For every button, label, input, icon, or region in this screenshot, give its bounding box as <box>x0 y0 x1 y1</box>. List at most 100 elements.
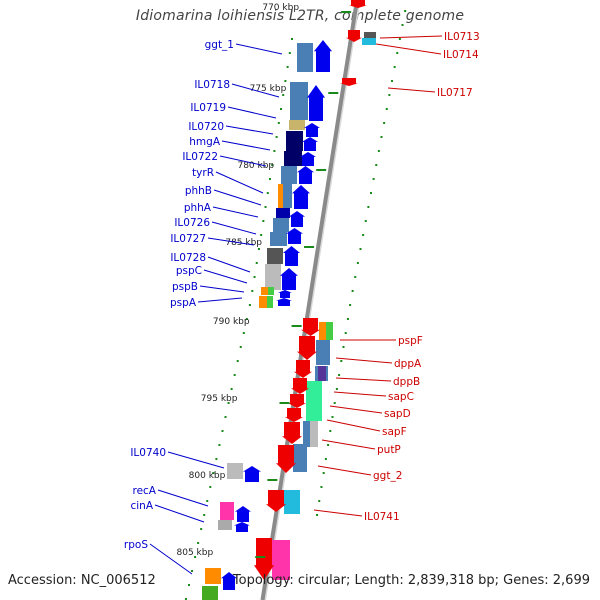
kbp-tick-label: 800 kbp <box>189 471 226 481</box>
minus-feature-block <box>362 38 376 45</box>
minus-feature-block <box>306 381 322 421</box>
dot-right <box>329 430 332 432</box>
dot-left <box>279 108 282 110</box>
plus-feature-block <box>283 184 292 208</box>
dot-left <box>233 374 236 376</box>
gene-label-il0722: IL0722 <box>182 151 218 163</box>
gene-label-reca: recA <box>132 485 156 497</box>
kbp-tick-label: 805 kbp <box>177 548 214 558</box>
tick-dot-arcs <box>184 10 407 600</box>
dot-right <box>344 332 347 334</box>
right-label-leader <box>321 439 376 450</box>
right-gene-labels: IL0713 IL0714 IL0717 pspF dppA dppB sapC sapD sa… <box>313 31 480 523</box>
gene-label-il0740: IL0740 <box>130 447 166 459</box>
minus-strand-arrow <box>266 490 286 512</box>
gene-label-il0726: IL0726 <box>174 217 210 229</box>
dot-right <box>372 178 375 180</box>
dot-left <box>262 220 265 222</box>
left-label-leader <box>199 285 245 293</box>
plus-strand-arrow <box>286 228 303 244</box>
dot-left <box>224 416 227 418</box>
left-label-leader <box>227 106 277 119</box>
dot-right <box>362 234 365 236</box>
dot-right <box>383 122 386 124</box>
plus-feature-block <box>290 82 308 120</box>
kbp-tick-label: 795 kbp <box>201 394 238 404</box>
minus-feature-block <box>326 322 333 340</box>
dot-right <box>404 10 407 12</box>
dot-right <box>377 150 380 152</box>
minus-strand-arrow <box>349 0 367 8</box>
dot-right <box>346 318 349 320</box>
dot-left <box>251 290 254 292</box>
gene-label-il0718: IL0718 <box>194 79 230 91</box>
left-label-leader <box>207 237 255 246</box>
minus-strand-arrow <box>288 394 306 408</box>
gene-label-cina: cinA <box>130 500 153 512</box>
minus-feature-block <box>272 540 290 580</box>
gene-label-il0714: IL0714 <box>443 49 479 61</box>
dot-right <box>327 444 330 446</box>
dot-right <box>331 416 334 418</box>
plus-feature-block <box>284 151 302 166</box>
gene-label-phhb: phhB <box>185 185 212 197</box>
plus-strand-arrow <box>276 298 292 306</box>
plus-strand-arrow <box>235 506 251 522</box>
left-label-leader <box>197 297 243 303</box>
plus-feature-block <box>281 166 297 184</box>
right-label-leader <box>326 419 381 432</box>
dot-left <box>288 52 291 54</box>
dot-left <box>203 514 206 516</box>
dot-left <box>227 402 230 404</box>
minus-feature-block <box>310 421 318 447</box>
gene-label-rpos: rpoS <box>124 539 148 551</box>
gene-label-ggt_2: ggt_2 <box>373 470 402 482</box>
plus-feature-block <box>297 43 313 72</box>
plus-strand-arrow <box>302 137 318 151</box>
left-label-leader <box>219 155 267 167</box>
plus-strand-arrow <box>307 85 325 121</box>
dot-right <box>364 220 367 222</box>
gene-label-hmga: hmgA <box>189 136 221 148</box>
dot-right <box>333 402 336 404</box>
gene-label-il0727: IL0727 <box>170 233 206 245</box>
dot-right <box>340 360 343 362</box>
dot-left <box>212 472 215 474</box>
right-label-leader <box>375 43 442 55</box>
dot-right <box>359 248 362 250</box>
minus-strand-arrow <box>291 378 309 394</box>
right-label-leader <box>379 35 443 39</box>
right-label-leader <box>333 391 387 397</box>
dot-left <box>215 458 218 460</box>
dot-left <box>286 66 289 68</box>
gene-label-il0713: IL0713 <box>444 31 480 43</box>
plus-strand-arrow <box>221 572 237 590</box>
feature-color-blocks <box>202 32 376 600</box>
dot-left <box>248 304 251 306</box>
dot-right <box>354 276 357 278</box>
dot-left <box>268 178 271 180</box>
dot-left <box>200 528 203 530</box>
dot-right <box>335 388 338 390</box>
dot-left <box>206 500 209 502</box>
gene-arrows <box>221 0 367 590</box>
minus-feature-block <box>293 444 307 472</box>
gene-label-sapd: sapD <box>384 408 411 420</box>
dot-right <box>342 346 345 348</box>
dot-right <box>401 24 404 26</box>
plus-feature-block <box>218 520 232 530</box>
plus-feature-block <box>289 120 305 130</box>
minus-feature-block <box>284 490 300 514</box>
left-label-leader <box>212 206 259 218</box>
dot-left <box>275 136 278 138</box>
left-label-leader <box>203 269 248 284</box>
gene-label-pspc: pspC <box>176 265 202 277</box>
dot-left <box>257 248 260 250</box>
dot-left <box>266 192 269 194</box>
gene-label-dppb: dppB <box>393 376 420 388</box>
gene-label-pspb: pspB <box>172 281 198 293</box>
dot-left <box>273 150 276 152</box>
dot-right <box>396 52 399 54</box>
left-label-leader <box>149 543 193 575</box>
